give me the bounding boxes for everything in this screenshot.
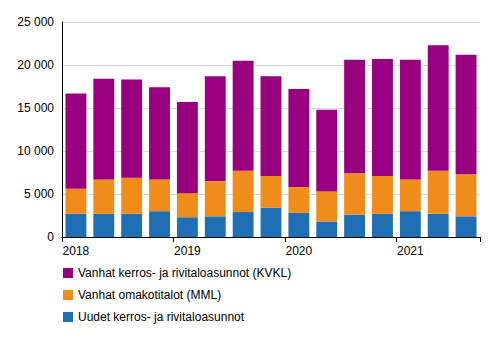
svg-text:25 000: 25 000 (17, 15, 54, 29)
svg-text:5 000: 5 000 (24, 187, 54, 201)
svg-text:Vanhat omakotitalot (MML): Vanhat omakotitalot (MML) (78, 288, 221, 302)
svg-text:10 000: 10 000 (17, 144, 54, 158)
svg-text:Uudet kerros- ja rivitaloasunn: Uudet kerros- ja rivitaloasunnot (78, 310, 245, 324)
svg-text:2020: 2020 (286, 244, 313, 258)
svg-text:Vanhat kerros- ja rivitaloasun: Vanhat kerros- ja rivitaloasunnot (KVKL) (78, 266, 291, 280)
svg-text:20 000: 20 000 (17, 58, 54, 72)
svg-text:2019: 2019 (174, 244, 201, 258)
svg-text:2021: 2021 (397, 244, 424, 258)
svg-text:0: 0 (47, 230, 54, 244)
svg-text:2018: 2018 (63, 244, 90, 258)
svg-text:15 000: 15 000 (17, 101, 54, 115)
